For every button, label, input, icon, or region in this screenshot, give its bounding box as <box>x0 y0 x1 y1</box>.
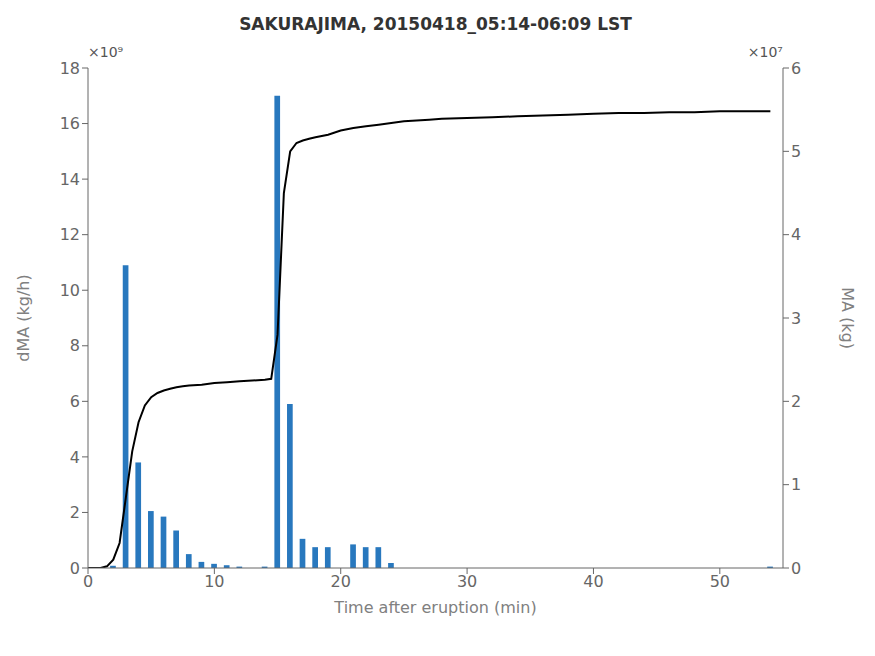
svg-text:0: 0 <box>70 559 80 578</box>
svg-text:MA (kg): MA (kg) <box>838 287 857 349</box>
svg-text:2: 2 <box>791 392 801 411</box>
svg-text:1: 1 <box>791 475 801 494</box>
svg-text:0: 0 <box>83 572 93 591</box>
svg-text:12: 12 <box>60 225 80 244</box>
svg-text:dMA (kg/h): dMA (kg/h) <box>14 274 33 361</box>
svg-text:50: 50 <box>710 572 730 591</box>
svg-text:6: 6 <box>791 59 801 78</box>
svg-text:20: 20 <box>331 572 351 591</box>
svg-text:5: 5 <box>791 142 801 161</box>
svg-text:4: 4 <box>70 448 80 467</box>
html-text:SAKURAJIMA, 20150418_05:14-06:: SAKURAJIMA, 20150418_05:14-06:09 LST <box>239 14 632 34</box>
svg-text:40: 40 <box>583 572 603 591</box>
svg-text:2: 2 <box>70 503 80 522</box>
html-text:×10⁹: ×10⁹ <box>88 44 124 60</box>
svg-text:4: 4 <box>791 225 801 244</box>
svg-text:18: 18 <box>60 59 80 78</box>
svg-text:Time after eruption (min): Time after eruption (min) <box>333 598 536 617</box>
svg-text:14: 14 <box>60 170 80 189</box>
svg-text:0: 0 <box>791 559 801 578</box>
html-text:×10⁷: ×10⁷ <box>747 44 783 60</box>
svg-text:3: 3 <box>791 309 801 328</box>
svg-text:10: 10 <box>60 281 80 300</box>
svg-text:10: 10 <box>204 572 224 591</box>
svg-text:8: 8 <box>70 336 80 355</box>
svg-text:30: 30 <box>457 572 477 591</box>
svg-text:16: 16 <box>60 114 80 133</box>
svg-text:6: 6 <box>70 392 80 411</box>
